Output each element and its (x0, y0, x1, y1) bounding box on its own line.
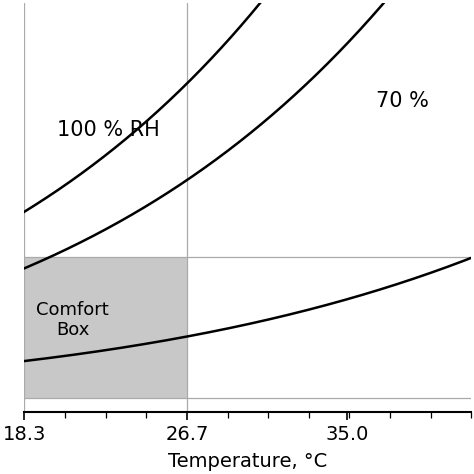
X-axis label: Temperature, °C: Temperature, °C (168, 452, 328, 471)
Bar (25, 256, 187, 398)
Text: 70 %: 70 % (376, 91, 429, 111)
Text: 100 % RH: 100 % RH (57, 119, 160, 140)
Text: Comfort
Box: Comfort Box (36, 301, 109, 339)
